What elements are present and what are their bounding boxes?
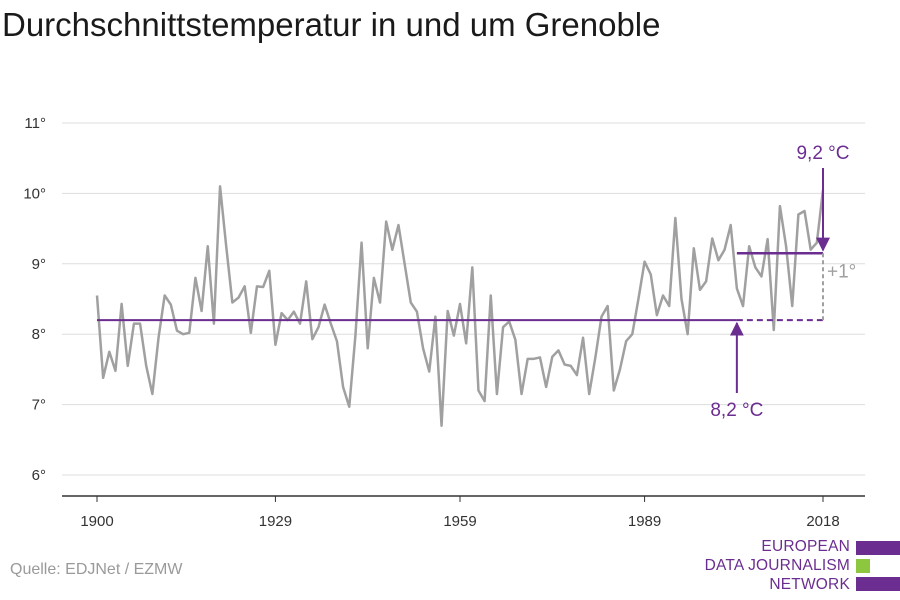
logo-bar-purple-top [856,541,900,555]
baseline-average-label: 8,2 °C [710,400,763,421]
y-tick-label: 6° [32,467,46,484]
logo-line-2: DATA JOURNALISM [704,557,850,574]
logo-line-3: NETWORK [769,576,850,593]
y-tick-label: 10° [23,185,46,202]
y-tick-label: 11° [24,115,46,132]
chart-title: Durchschnittstemperatur in und um Grenob… [2,6,661,43]
recent-average-label: 9,2 °C [796,143,849,164]
source-note: Quelle: EDJNet / EZMW [10,561,183,578]
difference-label: +1° [827,262,856,283]
y-tick-label: 8° [32,326,46,343]
y-tick-label: 9° [32,256,46,273]
edjnet-logo: EUROPEAN DATA JOURNALISM NETWORK [700,538,900,598]
logo-bar-purple-bottom [856,577,900,591]
temperature-series-line [95,185,825,427]
x-tick-label: 2018 [806,513,839,530]
x-tick-label: 1959 [443,513,476,530]
x-tick-label: 1929 [259,513,292,530]
x-tick-label: 1900 [80,513,113,530]
logo-line-1: EUROPEAN [761,538,850,555]
y-tick-label: 7° [32,397,46,414]
x-tick-label: 1989 [628,513,661,530]
logo-bar-green [856,559,870,573]
